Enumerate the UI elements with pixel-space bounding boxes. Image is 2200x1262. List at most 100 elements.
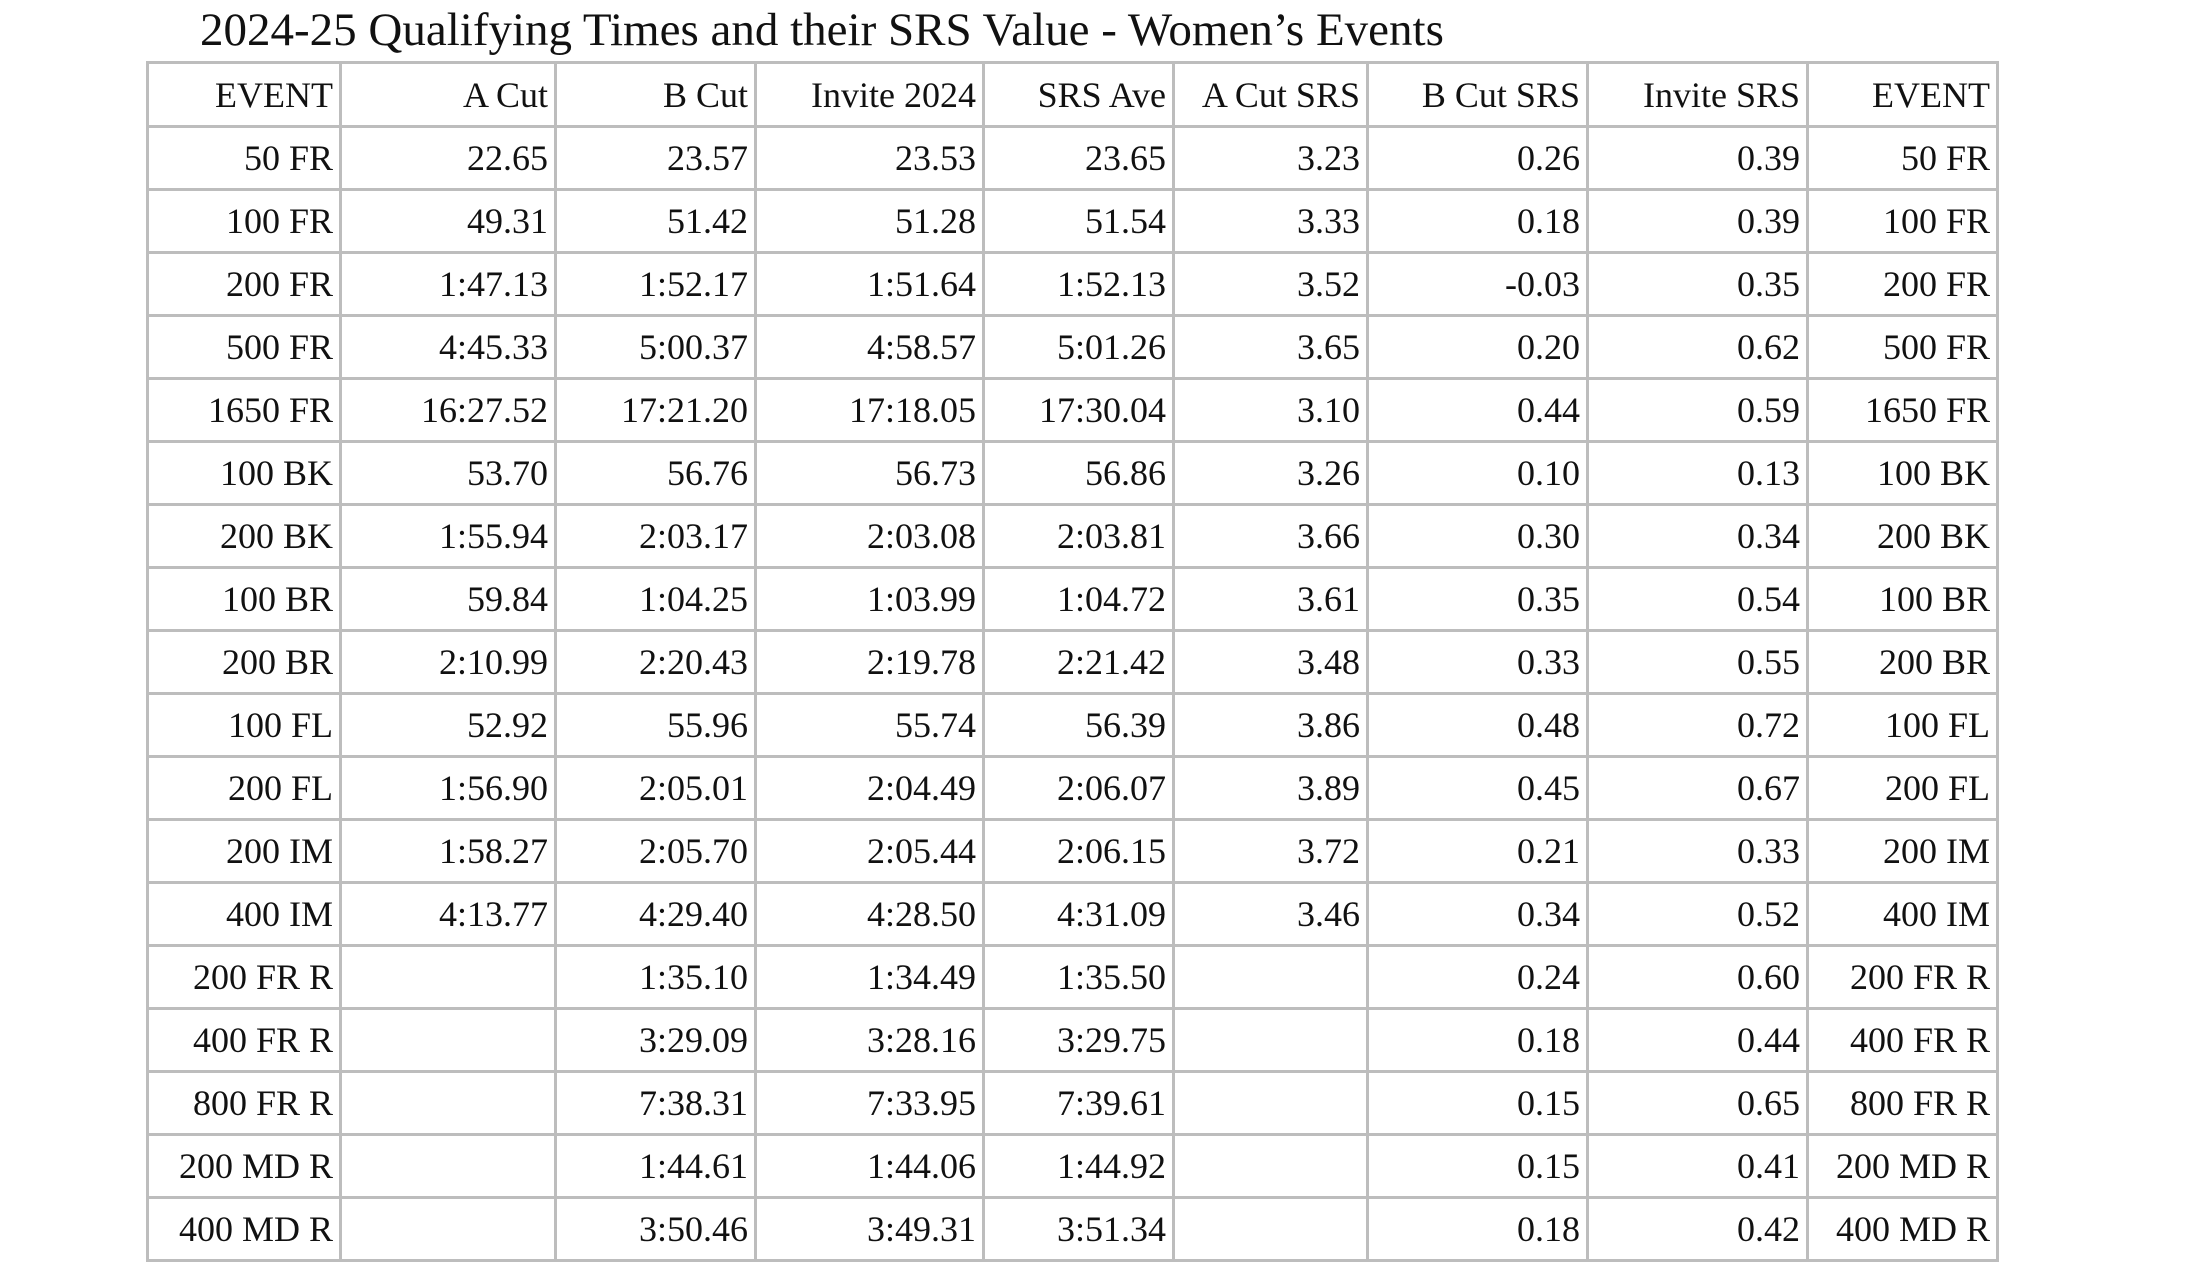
cell-invite-2024: 1:34.49 [754,944,985,1010]
cell-a-cut-srs: 3.61 [1172,566,1369,632]
cell-a-cut: 4:13.77 [339,881,557,947]
cell-a-cut [339,944,557,1010]
cell-event-right: 200 BR [1806,629,1999,695]
cell-b-cut-srs: 0.18 [1366,1196,1589,1262]
cell-b-cut-srs: 0.18 [1366,1007,1589,1073]
cell-invite-2024: 4:28.50 [754,881,985,947]
cell-a-cut-srs: 3.46 [1172,881,1369,947]
page-title: 2024-25 Qualifying Times and their SRS V… [200,4,1444,56]
cell-b-cut: 5:00.37 [554,314,757,380]
cell-a-cut-srs [1172,1070,1369,1136]
cell-srs-ave: 2:21.42 [982,629,1175,695]
cell-a-cut-srs [1172,1196,1369,1262]
cell-b-cut-srs: 0.20 [1366,314,1589,380]
qualifying-times-table: EVENT A Cut B Cut Invite 2024 SRS Ave A … [146,61,1999,1262]
cell-b-cut: 2:03.17 [554,503,757,569]
cell-invite-srs: 0.39 [1586,188,1809,254]
column-header-a-cut: A Cut [339,61,557,128]
cell-b-cut: 2:05.70 [554,818,757,884]
table-row: 100 FL 52.92 55.96 55.74 56.39 3.86 0.48 0.72 10… [146,692,1999,758]
cell-invite-srs: 0.34 [1586,503,1809,569]
cell-b-cut-srs: 0.15 [1366,1070,1589,1136]
cell-invite-2024: 56.73 [754,440,985,506]
cell-a-cut: 53.70 [339,440,557,506]
table-row: 400 FR R 3:29.09 3:28.16 3:29.75 0.18 0.44 400… [146,1007,1999,1073]
cell-b-cut: 55.96 [554,692,757,758]
cell-event: 200 FL [146,755,342,821]
cell-a-cut-srs [1172,944,1369,1010]
cell-a-cut [339,1007,557,1073]
cell-event-right: 500 FR [1806,314,1999,380]
cell-invite-srs: 0.59 [1586,377,1809,443]
cell-srs-ave: 1:35.50 [982,944,1175,1010]
cell-invite-srs: 0.41 [1586,1133,1809,1199]
cell-event: 1650 FR [146,377,342,443]
cell-invite-2024: 4:58.57 [754,314,985,380]
cell-b-cut-srs: 0.30 [1366,503,1589,569]
cell-a-cut [339,1133,557,1199]
cell-event: 200 MD R [146,1133,342,1199]
cell-invite-srs: 0.13 [1586,440,1809,506]
table-row: 200 FR R 1:35.10 1:34.49 1:35.50 0.24 0.60 200… [146,944,1999,1010]
table-row: 800 FR R 7:38.31 7:33.95 7:39.61 0.15 0.65 800… [146,1070,1999,1136]
cell-a-cut: 1:56.90 [339,755,557,821]
cell-a-cut-srs: 3.86 [1172,692,1369,758]
cell-a-cut-srs: 3.23 [1172,125,1369,191]
cell-srs-ave: 3:51.34 [982,1196,1175,1262]
cell-event-right: 100 BK [1806,440,1999,506]
column-header-event-right: EVENT [1806,61,1999,128]
cell-a-cut: 1:55.94 [339,503,557,569]
cell-a-cut-srs: 3.26 [1172,440,1369,506]
cell-b-cut-srs: 0.33 [1366,629,1589,695]
cell-b-cut-srs: 0.15 [1366,1133,1589,1199]
cell-invite-2024: 2:04.49 [754,755,985,821]
table-row: 200 FR 1:47.13 1:52.17 1:51.64 1:52.13 3.52 -0… [146,251,1999,317]
cell-srs-ave: 2:06.15 [982,818,1175,884]
cell-b-cut-srs: -0.03 [1366,251,1589,317]
cell-event-right: 400 IM [1806,881,1999,947]
cell-invite-2024: 7:33.95 [754,1070,985,1136]
cell-invite-srs: 0.62 [1586,314,1809,380]
cell-b-cut-srs: 0.35 [1366,566,1589,632]
cell-event-right: 200 FR R [1806,944,1999,1010]
cell-a-cut: 2:10.99 [339,629,557,695]
cell-event-right: 1650 FR [1806,377,1999,443]
cell-invite-srs: 0.55 [1586,629,1809,695]
cell-event: 100 BK [146,440,342,506]
cell-srs-ave: 2:06.07 [982,755,1175,821]
cell-event: 100 BR [146,566,342,632]
cell-a-cut: 4:45.33 [339,314,557,380]
cell-invite-srs: 0.42 [1586,1196,1809,1262]
cell-event: 400 FR R [146,1007,342,1073]
cell-a-cut [339,1070,557,1136]
cell-invite-2024: 1:03.99 [754,566,985,632]
cell-a-cut: 52.92 [339,692,557,758]
table-row: 200 IM 1:58.27 2:05.70 2:05.44 2:06.15 3.72 0.… [146,818,1999,884]
cell-invite-2024: 2:19.78 [754,629,985,695]
cell-invite-2024: 2:05.44 [754,818,985,884]
cell-event: 200 BR [146,629,342,695]
table-row: 200 BR 2:10.99 2:20.43 2:19.78 2:21.42 3.48 0.… [146,629,1999,695]
cell-event: 200 BK [146,503,342,569]
cell-event: 500 FR [146,314,342,380]
table-row: 200 BK 1:55.94 2:03.17 2:03.08 2:03.81 3.66 0.… [146,503,1999,569]
cell-event: 100 FL [146,692,342,758]
table-body: 50 FR 22.65 23.57 23.53 23.65 3.23 0.26 0.39 50 … [146,125,1999,1262]
cell-b-cut-srs: 0.21 [1366,818,1589,884]
cell-srs-ave: 1:04.72 [982,566,1175,632]
cell-b-cut-srs: 0.26 [1366,125,1589,191]
cell-b-cut: 56.76 [554,440,757,506]
cell-invite-srs: 0.44 [1586,1007,1809,1073]
cell-b-cut: 51.42 [554,188,757,254]
cell-event: 400 IM [146,881,342,947]
cell-a-cut [339,1196,557,1262]
cell-a-cut-srs: 3.33 [1172,188,1369,254]
column-header-srs-ave: SRS Ave [982,61,1175,128]
column-header-invite-srs: Invite SRS [1586,61,1809,128]
cell-a-cut: 1:47.13 [339,251,557,317]
table-row: 200 MD R 1:44.61 1:44.06 1:44.92 0.15 0.41 200… [146,1133,1999,1199]
cell-a-cut-srs [1172,1007,1369,1073]
cell-event-right: 800 FR R [1806,1070,1999,1136]
cell-invite-srs: 0.72 [1586,692,1809,758]
cell-invite-2024: 3:28.16 [754,1007,985,1073]
